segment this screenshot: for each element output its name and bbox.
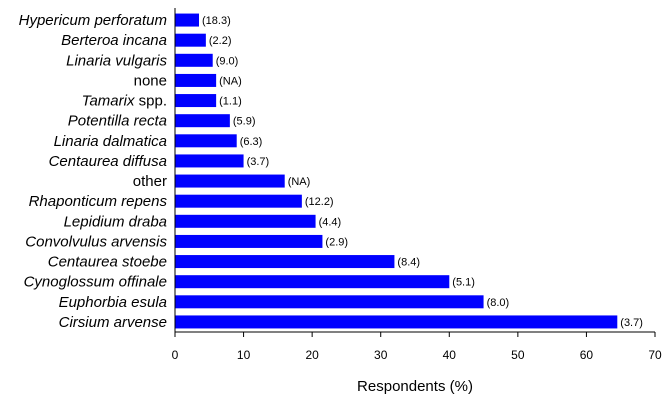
category-label-9: Rhaponticum repens bbox=[29, 193, 168, 210]
data-label-3: (NA) bbox=[219, 75, 242, 87]
bar-9 bbox=[175, 194, 302, 208]
category-label-8: other bbox=[133, 173, 167, 190]
category-label-13: Cynoglossum offinale bbox=[24, 274, 167, 291]
x-tick-label-4: 40 bbox=[443, 348, 457, 362]
labels-layer: Hypericum perforatum (18.3) Berteroa incan… bbox=[19, 12, 643, 331]
data-label-14: (8.0) bbox=[487, 297, 510, 309]
data-label-8: (NA) bbox=[288, 176, 311, 188]
bar-4 bbox=[175, 94, 217, 108]
bar-8 bbox=[175, 174, 285, 188]
x-tick-label-1: 10 bbox=[237, 348, 251, 362]
data-label-1: (2.2) bbox=[209, 35, 232, 47]
x-axis-title: Respondents (%) bbox=[357, 378, 473, 395]
bar-1 bbox=[175, 33, 206, 47]
data-label-12: (8.4) bbox=[397, 257, 420, 269]
category-label-1: Berteroa incana bbox=[61, 32, 167, 49]
bar-10 bbox=[175, 214, 316, 228]
category-label-6: Linaria dalmatica bbox=[54, 133, 167, 150]
bars-layer bbox=[175, 13, 618, 329]
data-label-2: (9.0) bbox=[216, 55, 239, 67]
bar-13 bbox=[175, 275, 450, 289]
data-label-11: (2.9) bbox=[325, 236, 348, 248]
bar-3 bbox=[175, 73, 217, 87]
category-label-0: Hypericum perforatum bbox=[19, 12, 167, 29]
bar-0 bbox=[175, 13, 199, 27]
data-label-4: (1.1) bbox=[219, 96, 242, 108]
bar-15 bbox=[175, 315, 618, 329]
category-label-5: Potentilla recta bbox=[68, 113, 167, 130]
data-label-7: (3.7) bbox=[247, 156, 270, 168]
x-tick-label-5: 50 bbox=[511, 348, 525, 362]
data-label-13: (5.1) bbox=[452, 277, 475, 289]
data-label-6: (6.3) bbox=[240, 136, 263, 148]
x-tick-label-3: 30 bbox=[374, 348, 388, 362]
x-tick-label-0: 0 bbox=[172, 348, 179, 362]
data-label-15: (3.7) bbox=[620, 317, 643, 329]
category-label-11: Convolvulus arvensis bbox=[25, 233, 167, 250]
bar-6 bbox=[175, 134, 237, 148]
data-label-0: (18.3) bbox=[202, 15, 231, 27]
category-label-12: Centaurea stoebe bbox=[48, 254, 167, 271]
category-label-14: Euphorbia esula bbox=[59, 294, 167, 311]
category-label-15: Cirsium arvense bbox=[59, 314, 167, 331]
bar-14 bbox=[175, 295, 484, 309]
bar-12 bbox=[175, 255, 395, 269]
x-tick-label-6: 60 bbox=[580, 348, 594, 362]
bar-7 bbox=[175, 154, 244, 168]
data-label-5: (5.9) bbox=[233, 116, 256, 128]
category-label-7: Centaurea diffusa bbox=[49, 153, 167, 170]
bar-5 bbox=[175, 114, 230, 128]
category-label-2: Linaria vulgaris bbox=[66, 52, 167, 69]
category-label-3: none bbox=[134, 72, 167, 89]
axes-layer: 0 10 20 30 40 50 60 70 bbox=[172, 8, 662, 362]
x-tick-label-2: 20 bbox=[305, 348, 319, 362]
category-label-10: Lepidium draba bbox=[64, 213, 167, 230]
category-label-4: Tamarix spp. bbox=[82, 93, 167, 110]
bar-2 bbox=[175, 53, 213, 67]
data-label-10: (4.4) bbox=[319, 216, 342, 228]
bar-11 bbox=[175, 234, 323, 248]
x-tick-label-7: 70 bbox=[648, 348, 662, 362]
data-label-9: (12.2) bbox=[305, 196, 334, 208]
